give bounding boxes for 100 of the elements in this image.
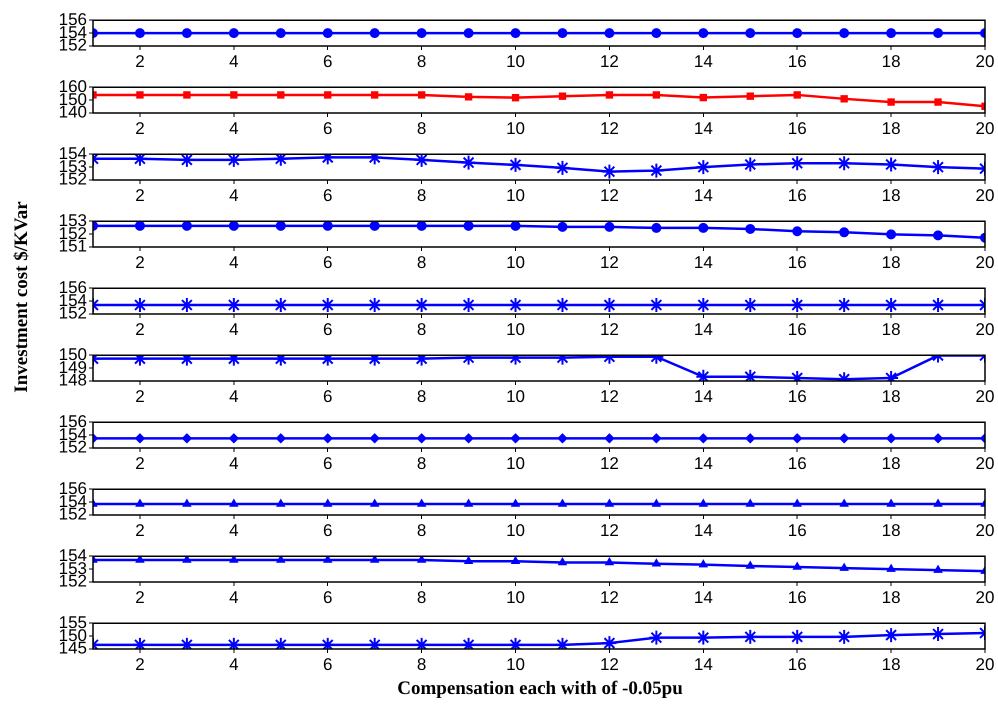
- x-tick-label: 8: [416, 654, 426, 674]
- point: [414, 154, 430, 168]
- x-tick-label: 2: [135, 118, 145, 138]
- point: [700, 94, 707, 102]
- point: [512, 94, 520, 102]
- point: [887, 98, 895, 106]
- point: [460, 154, 477, 171]
- point: [794, 91, 801, 99]
- point: [417, 556, 426, 563]
- x-tick-label: 8: [416, 52, 426, 71]
- point: [511, 556, 520, 564]
- point: [698, 560, 708, 568]
- point: [324, 91, 332, 99]
- x-tick-label: 8: [416, 320, 426, 339]
- x-tick-label: 18: [882, 186, 901, 205]
- point: [652, 558, 661, 567]
- x-tick-label: 14: [694, 520, 713, 540]
- point: [934, 98, 942, 106]
- point: [840, 563, 849, 571]
- x-tick-label: 16: [788, 386, 807, 406]
- x-tick-label: 20: [976, 386, 994, 406]
- x-tick-label: 18: [882, 118, 901, 138]
- point: [606, 91, 614, 99]
- point: [792, 226, 802, 236]
- x-tick-label: 2: [135, 454, 145, 473]
- x-tick-label: 6: [323, 118, 332, 138]
- x-tick-label: 4: [229, 320, 239, 339]
- point: [746, 92, 754, 100]
- x-tick-label: 8: [416, 386, 426, 406]
- x-tick-label: 12: [600, 588, 619, 607]
- x-tick-label: 14: [694, 52, 713, 71]
- x-tick-label: 8: [416, 118, 426, 138]
- point: [698, 222, 708, 233]
- point: [934, 565, 942, 573]
- x-tick-label: 18: [882, 52, 901, 71]
- x-tick-label: 10: [506, 252, 525, 272]
- x-tick-label: 2: [135, 654, 145, 674]
- x-tick-label: 18: [882, 320, 901, 339]
- point: [418, 91, 426, 99]
- point: [371, 91, 378, 99]
- point: [557, 222, 568, 232]
- x-tick-label: 16: [788, 118, 807, 138]
- point: [226, 154, 242, 168]
- point: [745, 224, 756, 234]
- x-tick-label: 6: [323, 520, 332, 540]
- point: [792, 562, 802, 570]
- point: [558, 558, 567, 566]
- x-tick-label: 4: [229, 386, 239, 406]
- x-tick-label: 20: [976, 520, 994, 540]
- x-tick-label: 16: [788, 186, 807, 205]
- point: [604, 222, 614, 232]
- x-tick-label: 20: [976, 52, 994, 71]
- x-tick-label: 14: [694, 118, 713, 138]
- x-tick-label: 18: [882, 454, 901, 473]
- point: [228, 221, 239, 231]
- point: [229, 556, 238, 563]
- point: [178, 154, 195, 168]
- point: [277, 91, 284, 99]
- x-tick-label: 10: [506, 520, 525, 540]
- point: [136, 91, 144, 99]
- point: [652, 91, 660, 99]
- point: [230, 91, 238, 99]
- point: [134, 221, 145, 231]
- x-tick-label: 2: [135, 588, 145, 607]
- x-tick-label: 20: [976, 118, 994, 138]
- x-tick-label: 12: [600, 118, 619, 138]
- point: [323, 556, 332, 563]
- point: [558, 92, 566, 100]
- x-tick-label: 6: [323, 588, 332, 607]
- x-tick-label: 12: [600, 454, 619, 473]
- point: [183, 91, 191, 99]
- x-tick-label: 6: [323, 252, 332, 272]
- x-tick-label: 18: [882, 654, 901, 674]
- x-tick-label: 4: [229, 520, 239, 540]
- point: [510, 221, 521, 231]
- x-tick-label: 16: [788, 320, 807, 339]
- x-tick-label: 20: [976, 186, 994, 205]
- x-tick-label: 14: [694, 186, 713, 205]
- point: [370, 556, 380, 563]
- x-tick-label: 2: [135, 320, 145, 339]
- point: [416, 221, 427, 231]
- x-tick-label: 12: [600, 186, 619, 205]
- x-tick-label: 14: [694, 320, 713, 339]
- x-tick-label: 14: [694, 252, 713, 272]
- x-tick-label: 16: [788, 588, 807, 607]
- point: [651, 222, 662, 233]
- x-tick-label: 10: [506, 588, 525, 607]
- x-tick-label: 10: [506, 320, 525, 339]
- point: [601, 164, 618, 180]
- x-tick-label: 16: [788, 654, 807, 674]
- x-tick-label: 12: [600, 654, 619, 674]
- x-tick-label: 14: [694, 454, 713, 473]
- x-tick-label: 4: [229, 186, 239, 205]
- x-tick-label: 4: [229, 588, 239, 607]
- point: [276, 556, 286, 563]
- x-tick-label: 6: [323, 186, 332, 205]
- x-tick-label: 20: [976, 588, 994, 607]
- x-tick-label: 2: [135, 252, 145, 272]
- x-tick-label: 12: [600, 52, 619, 71]
- y-axis-title: Investment cost $/KVar: [11, 201, 33, 393]
